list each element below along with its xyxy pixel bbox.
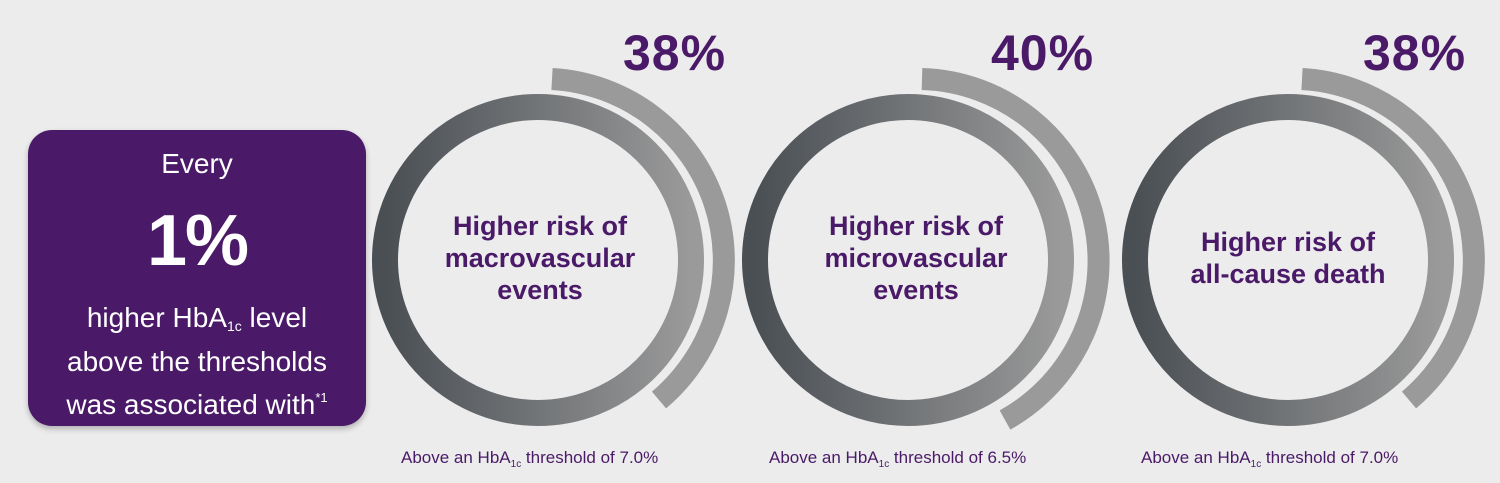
stat-macrovascular: 38% Higher risk of macrovascular events … [365, 0, 745, 483]
ring-circle [372, 94, 704, 426]
ring-graphic [1122, 68, 1485, 426]
risk-label: Higher risk of macrovascular events [444, 211, 636, 305]
ring-graphic [742, 68, 1110, 430]
risk-arc [921, 68, 1110, 430]
ring-circle [1122, 94, 1454, 426]
intro-top-text: Every [161, 148, 233, 179]
ring-graphic [372, 68, 735, 426]
ring-circle [742, 94, 1074, 426]
intro-line-1: higher HbA1c level [86, 302, 308, 334]
risk-percentage: 40% [991, 25, 1095, 81]
risk-percentage: 38% [1363, 25, 1467, 81]
threshold-caption: Above an HbA1c threshold of 6.5% [769, 448, 1027, 470]
risk-label: Higher risk of microvascular events [824, 211, 1008, 305]
risk-arc [551, 68, 735, 409]
stat-all-cause-death: 38% Higher risk of all-cause death Above… [1105, 0, 1485, 483]
intro-line-2: above the thresholds [67, 346, 327, 377]
intro-card: Every 1% higher HbA1c level above the th… [28, 130, 366, 426]
threshold-caption: Above an HbA1c threshold of 7.0% [401, 448, 659, 470]
threshold-caption: Above an HbA1c threshold of 7.0% [1141, 448, 1399, 470]
intro-big-value: 1% [146, 201, 249, 281]
intro-line-3: was associated with*1 [66, 389, 328, 420]
risk-label: Higher risk of all-cause death [1190, 227, 1386, 289]
intro-description: higher HbA1c level above the thresholds … [28, 300, 366, 423]
stat-microvascular: 40% Higher risk of microvascular events … [735, 0, 1115, 483]
risk-arc [1301, 68, 1485, 409]
risk-percentage: 38% [623, 25, 727, 81]
